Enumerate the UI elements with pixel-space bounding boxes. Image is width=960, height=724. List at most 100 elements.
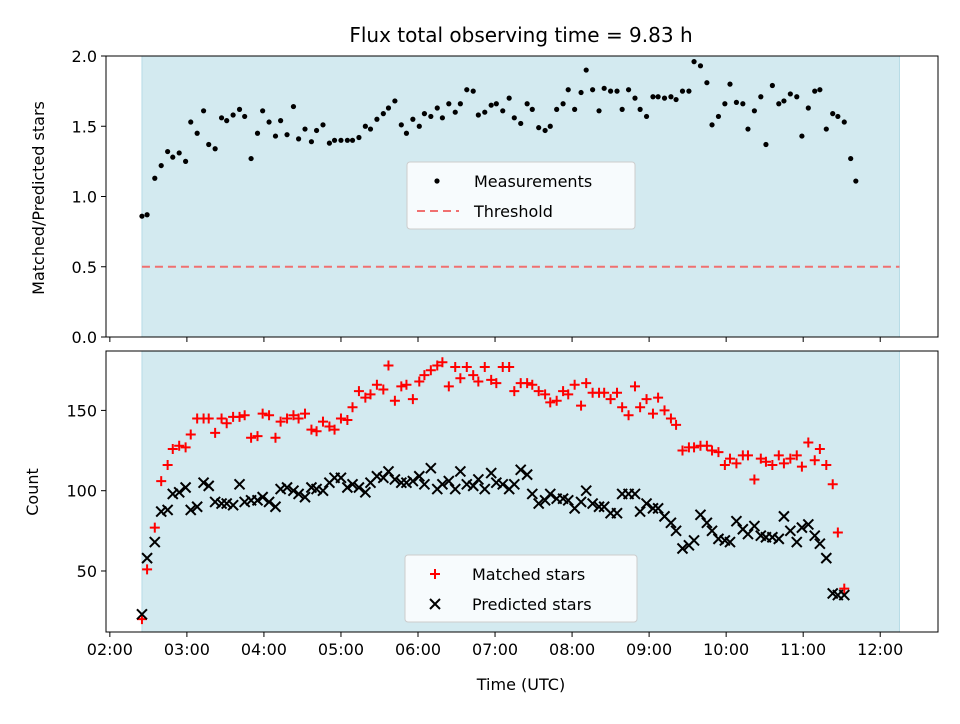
measurement-point <box>206 141 212 148</box>
predicted-stars-point <box>449 483 461 495</box>
measurement-point <box>230 112 236 118</box>
predicted-stars-point <box>395 476 408 489</box>
matched-stars-point <box>306 424 317 435</box>
count-y-tick-label: 100 <box>66 482 97 501</box>
matched-stars-point <box>605 394 616 405</box>
measurement-point <box>554 106 560 112</box>
matched-stars-point <box>324 421 335 432</box>
measurement-point <box>464 87 470 93</box>
measurement-point <box>194 130 200 136</box>
predicted-stars-point <box>335 472 347 484</box>
matched-stars-point <box>468 370 479 381</box>
measurement-point <box>607 88 614 94</box>
x-tick-label: 11:00 <box>780 640 826 659</box>
measurement-point <box>326 140 333 146</box>
matched-stars-point <box>791 450 802 461</box>
measurement-point <box>529 106 535 112</box>
matched-stars-point <box>136 614 147 625</box>
predicted-stars-point <box>640 497 653 510</box>
predicted-stars-point <box>479 483 491 495</box>
measurement-point <box>470 88 476 94</box>
matched-stars-point <box>353 386 364 397</box>
predicted-stars-point <box>227 499 239 511</box>
measurement-point <box>524 101 530 107</box>
matched-stars-point <box>563 389 574 400</box>
count-y-tick-label: 150 <box>66 401 97 420</box>
legend-label: Threshold <box>473 202 553 221</box>
count-y-tick-label: 50 <box>77 562 97 581</box>
measurement-point <box>278 118 284 124</box>
measurement-point <box>260 108 266 114</box>
matched-stars-point <box>713 447 724 458</box>
measurement-point <box>434 105 440 111</box>
measurement-point <box>679 88 686 94</box>
predicted-stars-point <box>341 481 354 494</box>
measurement-point <box>769 82 775 89</box>
matched-stars-point <box>389 395 400 406</box>
predicted-stars-point <box>191 501 203 513</box>
predicted-stars-point <box>701 517 713 529</box>
measurement-point <box>266 119 272 125</box>
predicted-stars-point <box>580 484 592 497</box>
measurement-point <box>338 137 344 143</box>
matched-stars-point <box>335 413 346 424</box>
measurement-point <box>457 101 463 107</box>
matched-stars-point <box>425 365 436 376</box>
predicted-stars-point <box>742 528 754 540</box>
x-tick-label: 04:00 <box>241 640 287 659</box>
measurement-point <box>848 155 854 162</box>
predicted-stars-point <box>820 552 833 564</box>
matched-stars-point <box>221 418 232 429</box>
x-tick-label: 12:00 <box>857 640 903 659</box>
matched-stars-point <box>246 432 257 443</box>
measurement-point <box>446 101 452 107</box>
measurement-point <box>823 126 829 132</box>
x-tick-label: 05:00 <box>318 640 364 659</box>
measurement-point <box>439 115 445 121</box>
measurement-point <box>740 101 746 107</box>
matched-stars-point <box>419 370 430 381</box>
matched-stars-point <box>641 394 652 405</box>
predicted-stars-point <box>472 473 485 486</box>
measurement-point <box>560 101 566 107</box>
x-tick-label: 07:00 <box>472 640 518 659</box>
predicted-stars-point <box>515 464 527 476</box>
matched-stars-point <box>689 442 700 453</box>
matched-stars-point <box>827 479 838 490</box>
predicted-stars-point <box>724 536 736 548</box>
ratio-y-tick-label: 0.0 <box>72 328 97 347</box>
legend-label: Predicted stars <box>472 595 592 614</box>
measurement-point <box>290 103 297 110</box>
matched-stars-point <box>545 397 556 408</box>
predicted-stars-point <box>778 510 790 523</box>
predicted-stars-point <box>730 515 743 527</box>
measurement-point <box>542 127 548 134</box>
predicted-stars-point <box>173 486 185 499</box>
matched-stars-point <box>252 431 263 442</box>
measurement-point <box>385 105 392 111</box>
measurement-point <box>452 109 458 115</box>
measurement-point <box>493 101 499 107</box>
predicted-stars-point <box>586 497 599 510</box>
ratio-y-tick-label: 1.5 <box>72 117 97 136</box>
matched-stars-point <box>275 416 286 427</box>
measurement-point <box>380 111 386 117</box>
matched-stars-point <box>167 443 178 454</box>
count-panel: Count 50 100 150 02:00 03:00 04:00 05:00 06:00 0… <box>23 350 939 659</box>
predicted-stars-point <box>647 502 659 515</box>
ratio-panel: Matched/Predicted stars 0.0 0.5 1.0 1.5 2.0 M… <box>29 47 939 347</box>
predicted-stars-point <box>256 491 269 503</box>
measurement-point <box>625 87 632 93</box>
measurement-point <box>374 116 380 122</box>
matched-stars-point <box>414 376 425 387</box>
measurement-point <box>392 98 398 104</box>
predicted-stars-point <box>485 467 497 479</box>
measurement-point <box>727 81 733 87</box>
measurement-point <box>200 108 207 114</box>
matched-stars-point <box>174 440 185 451</box>
matched-stars-point <box>635 402 646 413</box>
measurement-point <box>583 67 589 73</box>
x-tick-label: 08:00 <box>549 640 595 659</box>
matched-stars-point <box>504 362 515 373</box>
matched-stars-point <box>767 460 778 471</box>
